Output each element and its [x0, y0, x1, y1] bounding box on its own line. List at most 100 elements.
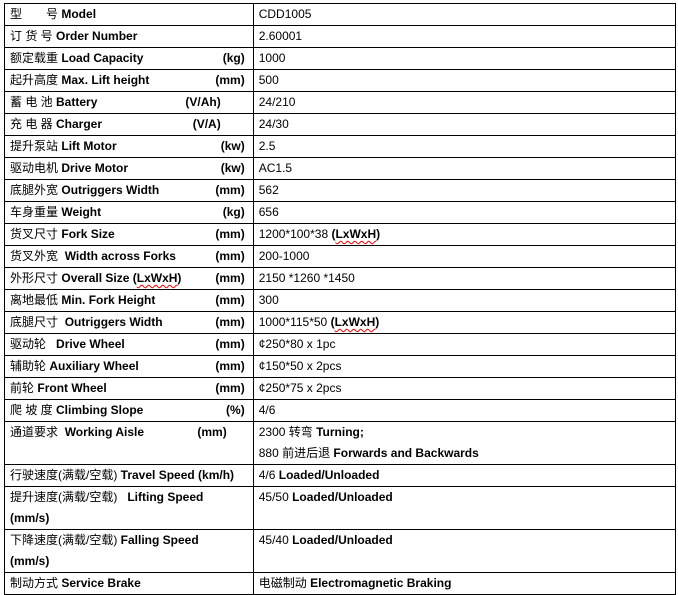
unit-label: (mm) [215, 271, 245, 285]
label-cn: 驱动轮 [10, 337, 47, 351]
label-en: Model [61, 7, 97, 21]
spec-value-cell: 4/6 Loaded/Unloaded [252, 464, 677, 487]
unit-label: (mm) [215, 315, 245, 329]
spec-value-cell: 2150 *1260 *1450 [252, 267, 677, 290]
value-text: 45/40 [258, 533, 293, 547]
label-cn: 通道要求 [10, 425, 59, 439]
unit-label: (kw) [220, 139, 245, 153]
table-row: 车身重量 Weight (kg) 656 [4, 201, 677, 224]
table-row: 底腿外宽 Outriggers Width (mm) 562 [4, 179, 677, 202]
spec-value-cell: 1000*115*50 (LxWxH) [252, 311, 677, 334]
label-cn: 驱动电机 [10, 161, 59, 175]
label-cn: 外形尺寸 [10, 271, 59, 285]
value-text: 500 [258, 73, 279, 87]
label-cn: 货叉外宽 [10, 249, 59, 263]
label-cn: 爬 坡 度 [10, 403, 53, 417]
label-cn: 货叉尺寸 [10, 227, 59, 241]
table-row: 下降速度(满载/空载) Falling Speed (mm/s) 45/40 Loa… [4, 529, 677, 573]
spec-label-cell: 底腿尺寸 Outriggers Width (mm) [4, 311, 254, 334]
value-text: 4/6 [258, 468, 279, 482]
label-en: Service Brake [61, 576, 141, 590]
spec-label-cell: 起升高度 Max. Lift height (mm) [4, 69, 254, 92]
spec-value-cell: 500 [252, 69, 677, 92]
unit-label: (mm) [215, 227, 245, 241]
label-en-after: ) [177, 271, 182, 285]
label-en: Min. Fork Height [61, 293, 156, 307]
spec-label-cell: 制动方式 Service Brake [4, 572, 254, 595]
label-cn: 辅助轮 [10, 359, 47, 373]
label-en: Overall Size ( [61, 271, 137, 285]
value-text: ( [330, 315, 335, 329]
value-text: 4/6 [258, 403, 276, 417]
unit-label: (kw) [220, 161, 245, 175]
value-text: 电磁制动 [258, 576, 311, 590]
spec-value-cell: 45/40 Loaded/Unloaded [252, 529, 677, 573]
label-cn: 起升高度 [10, 73, 59, 87]
table-row: 驱动轮 Drive Wheel (mm) ¢250*80 x 1pc [4, 333, 677, 356]
label-en: Weight [61, 205, 102, 219]
value-text: 24/30 [258, 117, 289, 131]
label-en: Fork Size [61, 227, 115, 241]
label-en: Charger [56, 117, 103, 131]
label-cn: 行驶速度(满载/空载) [10, 468, 118, 482]
value-text: 200-1000 [258, 249, 310, 263]
label-cn: 车身重量 [10, 205, 59, 219]
table-row: 驱动电机 Drive Motor (kw) AC1.5 [4, 157, 677, 180]
spec-label-cell: 充 电 器 Charger (V/A) [4, 113, 254, 136]
unit-label: (V/A) [192, 117, 221, 131]
unit-label: (mm) [215, 293, 245, 307]
spec-label-cell: 底腿外宽 Outriggers Width (mm) [4, 179, 254, 202]
label-cn: 底腿尺寸 [10, 315, 59, 329]
spec-value-cell: AC1.5 [252, 157, 677, 180]
value-text: ) [376, 227, 381, 241]
label-cn: 底腿外宽 [10, 183, 59, 197]
spec-label-cell: 爬 坡 度 Climbing Slope (%) [4, 399, 254, 422]
spec-value-cell: 656 [252, 201, 677, 224]
spec-value-cell: 2.60001 [252, 25, 677, 48]
spec-value-cell: 45/50 Loaded/Unloaded [252, 486, 677, 530]
spec-value-cell: 1000 [252, 47, 677, 70]
label-en: Max. Lift height [61, 73, 150, 87]
spec-label-cell: 额定载重 Load Capacity (kg) [4, 47, 254, 70]
unit-label: (V/Ah) [185, 95, 221, 109]
value-text: LxWxH [335, 227, 377, 241]
label-cn: 提升泵站 [10, 139, 59, 153]
unit-label: (mm) [215, 183, 245, 197]
unit-label: (mm) [197, 425, 227, 439]
spec-label-cell: 订 货 号 Order Number [4, 25, 254, 48]
spec-label-cell: 驱动电机 Drive Motor (kw) [4, 157, 254, 180]
value-text: 24/210 [258, 95, 296, 109]
label-cn: 下降速度(满载/空载) [10, 533, 118, 547]
table-row: 外形尺寸 Overall Size (LxWxH) (mm) 2150 *1260 … [4, 267, 677, 290]
value-text: AC1.5 [258, 161, 293, 175]
spec-label-cell: 车身重量 Weight (kg) [4, 201, 254, 224]
spec-label-cell: 货叉外宽 Width across Forks (mm) [4, 245, 254, 268]
table-row: 爬 坡 度 Climbing Slope (%) 4/6 [4, 399, 677, 422]
table-row: 通道要求 Working Aisle (mm) 2300 转弯 Turning; 88… [4, 421, 677, 465]
value-text: 1000 [258, 51, 286, 65]
label-cn: 额定载重 [10, 51, 59, 65]
spec-value-cell: 4/6 [252, 399, 677, 422]
value-text: 880 前进后退 [258, 446, 334, 460]
table-row: 行驶速度(满载/空载) Travel Speed (km/h) 4/6 Loade… [4, 464, 677, 487]
label-en: Battery [56, 95, 98, 109]
value-text: LxWxH [334, 315, 376, 329]
spec-table: 型 号 Model CDD1005 订 货 号 Order Number 2.6000… [4, 3, 677, 595]
spec-value-cell: 电磁制动 Electromagnetic Braking [252, 572, 677, 595]
label-cn: 充 电 器 [10, 117, 53, 131]
label-en: Load Capacity [61, 51, 144, 65]
label-en: Auxiliary Wheel [49, 359, 139, 373]
spec-label-cell: 下降速度(满载/空载) Falling Speed (mm/s) [4, 529, 254, 573]
table-row: 前轮 Front Wheel (mm) ¢250*75 x 2pcs [4, 377, 677, 400]
table-row: 蓄 电 池 Battery (V/Ah) 24/210 [4, 91, 677, 114]
label-en: Outriggers Width [61, 183, 160, 197]
spec-value-cell: 2300 转弯 Turning; 880 前进后退 Forwards and Ba… [252, 421, 677, 465]
label-en: Front Wheel [37, 381, 107, 395]
label-en: Falling Speed [120, 533, 199, 547]
spec-label-cell: 前轮 Front Wheel (mm) [4, 377, 254, 400]
label-en: Drive Wheel [49, 337, 125, 351]
spec-label-cell: 离地最低 Min. Fork Height (mm) [4, 289, 254, 312]
table-row: 提升泵站 Lift Motor (kw) 2.5 [4, 135, 677, 158]
value-text: Loaded/Unloaded [278, 468, 380, 482]
spec-label-cell: 行驶速度(满载/空载) Travel Speed (km/h) [4, 464, 254, 487]
